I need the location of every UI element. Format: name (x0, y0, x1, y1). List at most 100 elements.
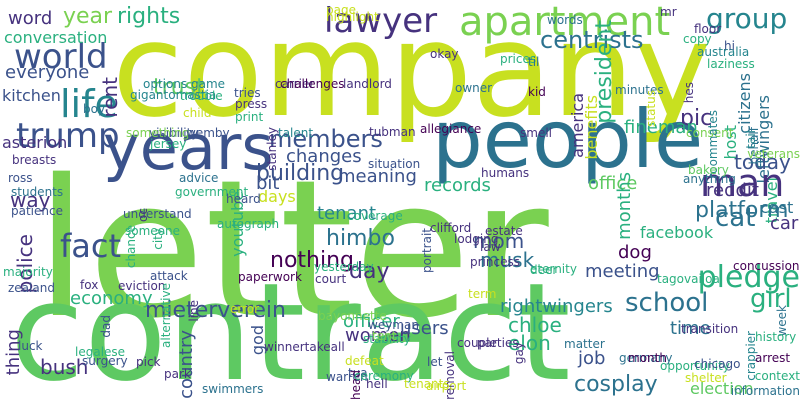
word-dad: dad (99, 315, 113, 338)
word-cosplay: cosplay (574, 372, 658, 397)
word-pledge: pledge (697, 260, 800, 295)
word-swimmers: swimmers (202, 382, 264, 396)
word-alternative: alternative (159, 283, 173, 348)
word-president: president (592, 20, 617, 124)
word-school: school (625, 288, 709, 318)
word-chicago: chicago (694, 357, 741, 371)
word-defeat: defeat (345, 354, 384, 368)
word-challenges: challenges (280, 77, 345, 91)
word-removal: removal (443, 351, 457, 400)
word-let: let (427, 355, 443, 369)
word-carrier: carrier (275, 77, 315, 91)
word-changes: changes (286, 146, 362, 167)
word-city: city (151, 228, 165, 250)
word-cast: cast (760, 198, 794, 217)
word-til: til (528, 55, 540, 69)
word-gigantomastia: gigantomastia (130, 88, 217, 102)
word-company: company (112, 0, 712, 146)
word-eviction: eviction (118, 279, 166, 293)
word-princess: princess (470, 255, 520, 269)
word-winnertakeall: winnertakeall (264, 340, 345, 354)
word-arrest: arrest (755, 351, 791, 365)
word-smell: smell (520, 126, 552, 140)
word-prices: prices (500, 52, 537, 66)
word-park: park (164, 367, 191, 381)
word-status: status (644, 90, 658, 127)
word-court: court (315, 272, 347, 286)
word-trump: trump (16, 116, 120, 156)
word-error: error (230, 302, 260, 316)
word-airport: airport (426, 379, 467, 393)
word-conversation: conversation (4, 28, 108, 47)
word-pick: pick (136, 355, 161, 369)
word-tubman: tubman (369, 125, 416, 139)
word-concussion: concussion (733, 259, 800, 273)
word-himbo: himbo (326, 226, 395, 251)
word-gay: gay (512, 342, 526, 365)
word-understand: understand (123, 207, 192, 221)
word-words: words (547, 13, 583, 27)
word-luck: luck (18, 339, 43, 353)
word-rightwingers: rightwingers (500, 296, 613, 317)
word-trust: trust (153, 75, 205, 100)
word-everyone: everyone (5, 62, 90, 83)
word-apartment: apartment (459, 0, 671, 45)
word-hes: hes (682, 82, 696, 104)
word-portrait: portrait (420, 228, 434, 273)
word-letter: letter (35, 139, 549, 360)
word-fact: fact (60, 227, 122, 265)
word-kid: kid (528, 85, 546, 99)
word-months: months (614, 172, 635, 240)
word-meaning: meaning (338, 166, 417, 187)
word-day: day (349, 259, 390, 284)
word-boy: boy (83, 102, 106, 116)
word-nothing: nothing (270, 248, 354, 273)
word-country: country (176, 330, 197, 399)
word-term: term (468, 287, 497, 301)
word-year: year (63, 4, 113, 29)
word-surgery: surgery (82, 354, 128, 368)
word-years: years (103, 111, 274, 184)
word-fineman: fineman (624, 117, 698, 138)
word-lawyer: lawyer (324, 1, 438, 41)
word-laziness: laziness (707, 57, 755, 71)
word-breasts: breasts (12, 153, 57, 167)
word-rights: rights (117, 4, 181, 29)
word-something: something (126, 126, 190, 140)
word-reddit: reddit (706, 180, 759, 201)
word-kitchen: kitchen (2, 86, 61, 105)
word-government: government (175, 185, 249, 199)
word-elon: elon (508, 331, 551, 355)
word-month: month (628, 351, 667, 365)
word-couple: couple (457, 336, 497, 350)
word-women: women (345, 325, 411, 346)
word-zealand: zealand (8, 281, 55, 295)
word-users: users (400, 318, 449, 339)
word-heard: heard (226, 192, 261, 206)
word-consent: consent (686, 126, 734, 140)
word-members: members (269, 125, 383, 153)
word-coverage: coverage (347, 209, 403, 223)
word-tua: tua (348, 366, 368, 380)
word-tenant: tenant (317, 203, 377, 224)
word-press: press (235, 97, 268, 111)
word-life: life (60, 82, 118, 126)
word-legalese: legalese (75, 345, 126, 359)
word-clifford: clifford (430, 221, 472, 235)
word-oc: oc (136, 208, 150, 222)
word-group: group (706, 2, 788, 35)
word-lodging: lodging (454, 232, 499, 246)
word-mr: mr (660, 5, 677, 19)
word-anything: anything (683, 172, 736, 186)
word-germany: germany (619, 351, 673, 365)
word-bush: bush (40, 355, 89, 379)
word-car: car (770, 213, 799, 234)
word-job: job (578, 348, 606, 369)
word-child: child (183, 106, 212, 120)
word-tent: tent (372, 329, 397, 343)
word-contract: contract (10, 254, 571, 400)
word-chance: chance (124, 225, 138, 269)
word-patience: patience (11, 204, 63, 218)
word-ceremony: ceremony (354, 369, 414, 383)
